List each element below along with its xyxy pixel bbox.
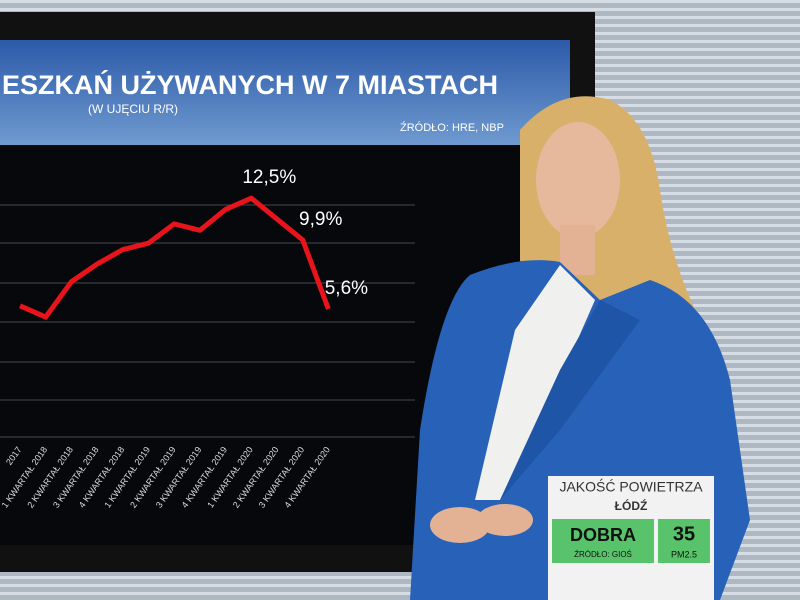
widget-source: ŹRÓDŁO: GIOŚ	[574, 550, 632, 559]
grid	[0, 204, 415, 438]
widget-status: DOBRA	[570, 525, 636, 545]
widget-value: 35	[673, 523, 695, 545]
value-label: 12,5%	[242, 167, 296, 188]
chart-source: ŹRÓDŁO: HRE, NBP	[400, 121, 504, 134]
value-label: 5,6%	[325, 278, 368, 299]
chart-header	[0, 40, 570, 145]
widget-city: ŁÓDŹ	[615, 498, 648, 513]
status-box	[552, 519, 654, 563]
line-series	[18, 195, 331, 320]
widget-title: JAKOŚĆ POWIETRZA	[559, 478, 703, 495]
chart-title: ESZKAŃ UŻYWANYCH W 7 MIASTACH	[2, 69, 498, 100]
air-quality-widget: JAKOŚĆ POWIETRZA ŁÓDŹ DOBRA ŹRÓDŁO: GIOŚ…	[548, 476, 714, 600]
value-label: 9,9%	[299, 209, 342, 230]
widget-unit: PM2.5	[671, 549, 697, 559]
value-box	[658, 519, 710, 563]
chart-subtitle: (W UJĘCIU R/R)	[88, 102, 178, 116]
